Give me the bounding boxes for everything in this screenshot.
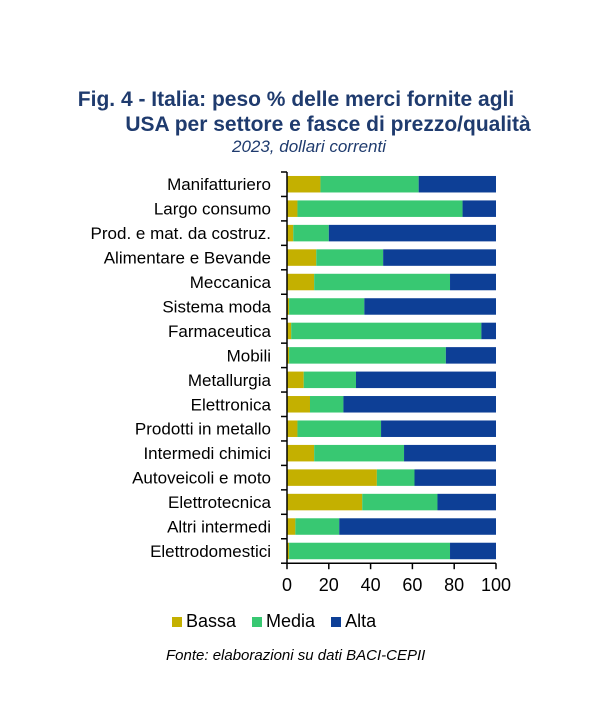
bar-media-3: [316, 249, 384, 266]
category-label: Altri intermedi: [167, 518, 271, 537]
bar-media-0: [320, 175, 419, 193]
x-tick-label: 40: [361, 575, 381, 595]
bar-bassa-13: [287, 493, 363, 511]
bar-bassa-14: [287, 518, 296, 535]
bar-bassa-15: [287, 542, 290, 560]
legend: Bassa Media Alta: [172, 611, 376, 632]
bar-media-1: [297, 200, 463, 217]
bar-media-11: [314, 444, 405, 462]
bar-alta-13: [437, 493, 496, 511]
bar-alta-0: [418, 175, 496, 193]
bar-media-12: [376, 469, 415, 486]
category-label: Prodotti in metallo: [135, 420, 271, 439]
x-tick-label: 80: [444, 575, 464, 595]
bar-media-15: [289, 542, 451, 560]
bar-alta-12: [414, 469, 496, 486]
legend-item-alta: Alta: [331, 611, 376, 632]
bar-bassa-12: [287, 469, 377, 486]
category-label: Largo consumo: [154, 200, 271, 219]
chart-title-line-1: Fig. 4 - Italia: peso % delle merci forn…: [77, 88, 515, 111]
bar-media-14: [295, 518, 340, 535]
bar-bassa-9: [287, 396, 310, 413]
bar-bassa-0: [287, 175, 321, 193]
category-label: Manifatturiero: [167, 175, 271, 194]
x-tick-label: 60: [402, 575, 422, 595]
category-label: Farmaceutica: [168, 322, 272, 341]
bar-media-2: [293, 224, 329, 242]
bar-alta-15: [450, 542, 496, 560]
bar-media-6: [291, 322, 482, 340]
chart-title-line-2: USA per settore e fasce di prezzo/qualit…: [125, 113, 531, 136]
source-note: Fonte: elaborazioni su dati BACI-CEPII: [166, 647, 426, 664]
legend-item-media: Media: [252, 611, 315, 632]
category-label: Alimentare e Bevande: [104, 249, 271, 268]
bar-media-5: [289, 298, 365, 315]
bar-bassa-2: [287, 224, 294, 242]
bar-alta-5: [364, 298, 496, 315]
bar-media-8: [303, 371, 356, 389]
bar-alta-7: [445, 347, 496, 364]
legend-item-bassa: Bassa: [172, 611, 236, 632]
bar-alta-3: [383, 249, 496, 266]
bar-media-13: [362, 493, 438, 511]
category-label: Prod. e mat. da costruz.: [91, 224, 271, 243]
bar-media-4: [314, 273, 451, 291]
chart-subtitle: 2023, dollari correnti: [231, 137, 387, 156]
x-tick-label: 100: [481, 575, 511, 595]
legend-swatch-bassa: [172, 616, 182, 627]
bar-media-10: [297, 420, 382, 437]
bar-alta-1: [462, 200, 496, 217]
bar-alta-8: [355, 371, 496, 389]
bar-bassa-3: [287, 249, 317, 266]
bar-bassa-11: [287, 444, 315, 462]
category-label: Intermedi chimici: [143, 444, 271, 463]
bar-alta-11: [404, 444, 496, 462]
legend-swatch-alta: [331, 616, 342, 627]
category-label: Elettronica: [191, 395, 272, 414]
bar-bassa-7: [287, 347, 290, 364]
bar-alta-9: [343, 396, 496, 413]
bar-bassa-8: [287, 371, 304, 389]
legend-label-media: Media: [266, 611, 316, 631]
legend-swatch-media: [252, 616, 263, 627]
bar-alta-6: [481, 322, 496, 340]
bar-alta-2: [328, 224, 496, 242]
category-label: Meccanica: [190, 273, 272, 292]
bar-bassa-1: [287, 200, 298, 217]
bar-media-7: [289, 347, 446, 364]
legend-label-bassa: Bassa: [186, 611, 237, 631]
category-label: Mobili: [227, 346, 271, 365]
bar-alta-14: [339, 518, 496, 535]
category-label: Elettrotecnica: [168, 493, 272, 512]
category-label: Metallurgia: [188, 371, 272, 390]
category-label: Elettrodomestici: [150, 542, 271, 561]
bar-media-9: [309, 396, 344, 413]
category-label: Autoveicoli e moto: [132, 469, 271, 488]
bar-bassa-10: [287, 420, 298, 437]
category-label: Sistema moda: [162, 297, 271, 316]
bar-bassa-4: [287, 273, 315, 291]
legend-label-alta: Alta: [345, 611, 377, 631]
bar-bassa-5: [287, 298, 290, 315]
bar-alta-10: [381, 420, 496, 437]
x-tick-label: 0: [282, 575, 292, 595]
x-tick-label: 20: [319, 575, 339, 595]
bar-alta-4: [450, 273, 496, 291]
bar-bassa-6: [287, 322, 292, 340]
